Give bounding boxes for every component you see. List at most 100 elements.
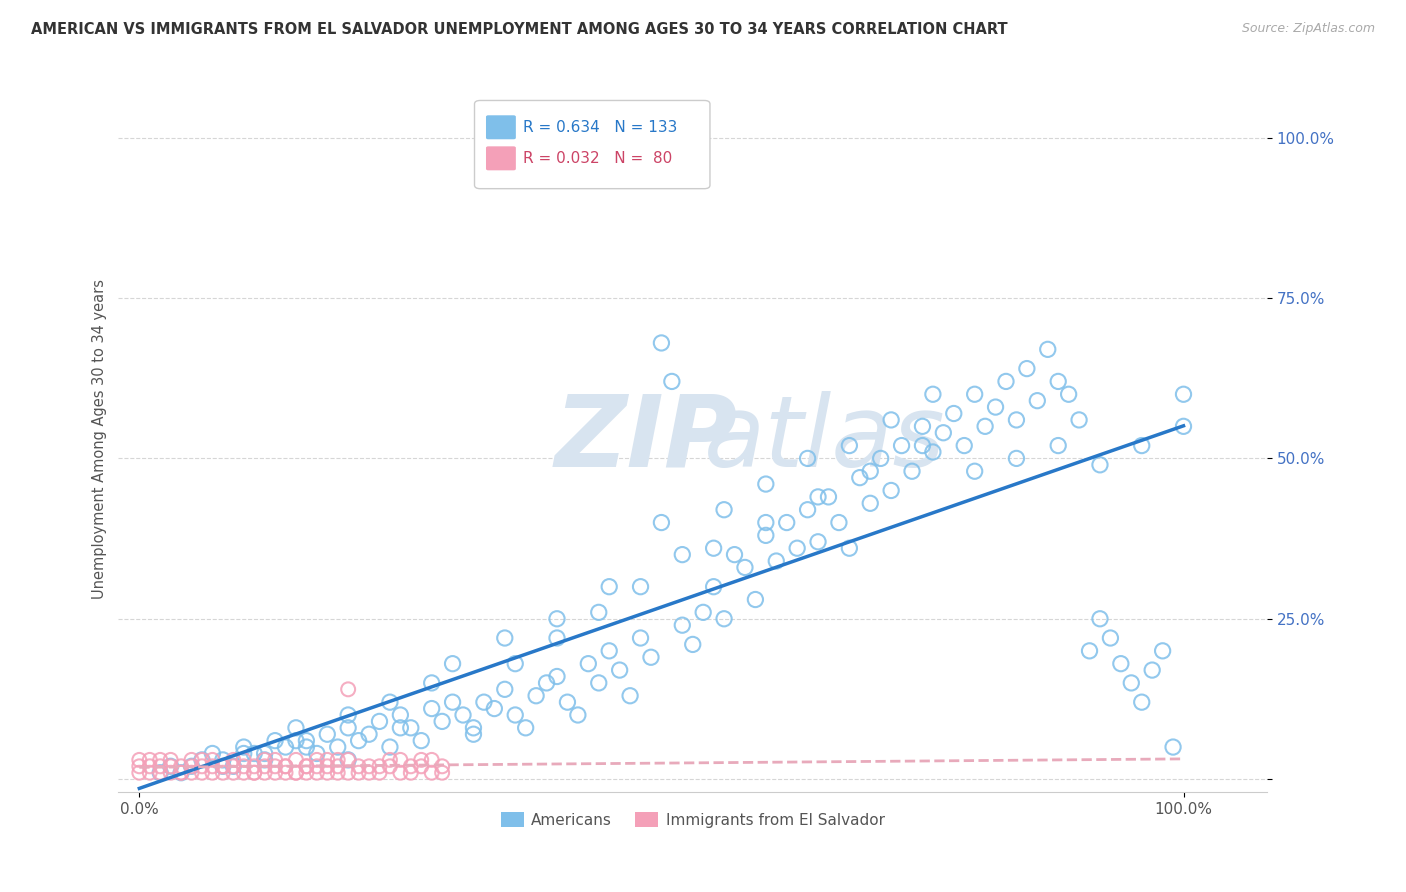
Point [284,721,307,735]
Point [264,759,287,773]
Point [316,765,339,780]
Point [650,335,672,350]
Point [149,765,172,780]
Point [463,727,485,741]
Point [1173,387,1195,401]
Point [337,721,360,735]
Point [222,765,245,780]
Point [264,753,287,767]
Text: atlas: atlas [704,391,946,488]
Point [212,759,235,773]
Point [984,400,1007,414]
Point [932,425,955,440]
Point [264,765,287,780]
Point [1099,631,1122,645]
Point [243,747,266,761]
Point [786,541,808,556]
Point [859,496,882,510]
Point [232,747,254,761]
Point [713,612,735,626]
Point [588,676,610,690]
Point [357,759,380,773]
Point [368,759,391,773]
Point [880,483,903,498]
Point [630,580,652,594]
Point [159,765,181,780]
Point [170,765,193,780]
Point [253,747,276,761]
Point [796,451,818,466]
Point [1109,657,1132,671]
Point [650,516,672,530]
Point [430,714,453,729]
Point [1057,387,1080,401]
Point [378,753,401,767]
Point [598,580,620,594]
Point [703,580,725,594]
Point [494,682,516,697]
Point [1026,393,1049,408]
Point [139,753,162,767]
Point [170,765,193,780]
Point [598,644,620,658]
Point [1173,419,1195,434]
Point [316,727,339,741]
Point [817,490,839,504]
Point [411,733,433,747]
Point [243,765,266,780]
Point [212,753,235,767]
Point [755,528,778,542]
Point [515,721,537,735]
Point [326,740,349,755]
Point [347,765,370,780]
Point [389,708,412,723]
Point [139,759,162,773]
Point [326,759,349,773]
Point [368,714,391,729]
Point [1088,612,1111,626]
Point [222,759,245,773]
Point [411,759,433,773]
Text: R = 0.634   N = 133: R = 0.634 N = 133 [523,120,678,135]
Point [807,490,830,504]
Point [411,753,433,767]
FancyBboxPatch shape [474,101,710,189]
Point [159,753,181,767]
Point [337,765,360,780]
Point [316,759,339,773]
Point [524,689,547,703]
Point [463,721,485,735]
Point [399,721,422,735]
Point [953,439,976,453]
Point [378,740,401,755]
Point [430,765,453,780]
Point [1130,439,1153,453]
Point [337,753,360,767]
Point [368,765,391,780]
Point [890,439,912,453]
Point [399,759,422,773]
Point [389,765,412,780]
Point [284,733,307,747]
Point [201,765,224,780]
Point [963,464,986,478]
Point [295,733,318,747]
Point [588,605,610,619]
Point [295,759,318,773]
Point [1005,413,1028,427]
Point [734,560,756,574]
Point [128,765,150,780]
Point [232,753,254,767]
Point [922,387,945,401]
Point [1036,343,1059,357]
Point [1067,413,1090,427]
Point [713,502,735,516]
Point [180,765,202,780]
Point [316,753,339,767]
Point [922,445,945,459]
Point [755,477,778,491]
Point [232,759,254,773]
FancyBboxPatch shape [486,115,516,139]
Point [305,765,328,780]
Point [128,759,150,773]
